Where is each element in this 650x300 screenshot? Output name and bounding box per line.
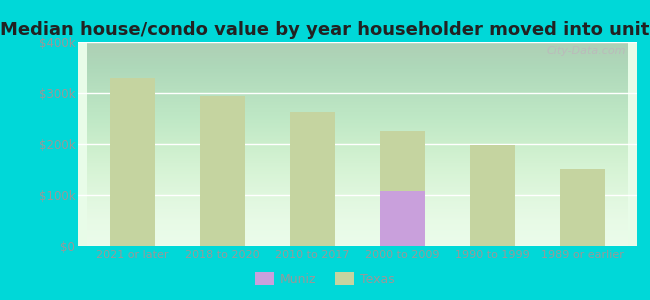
Bar [110, 78, 155, 246]
Bar [290, 112, 335, 246]
Text: Median house/condo value by year householder moved into unit: Median house/condo value by year househo… [0, 21, 650, 39]
Bar [380, 131, 425, 246]
Text: City-Data.com: City-Data.com [546, 46, 626, 56]
Bar [470, 145, 515, 246]
Bar [200, 95, 245, 246]
Legend: Muniz, Texas: Muniz, Texas [250, 267, 400, 291]
Bar [560, 169, 605, 246]
Bar [380, 191, 425, 246]
